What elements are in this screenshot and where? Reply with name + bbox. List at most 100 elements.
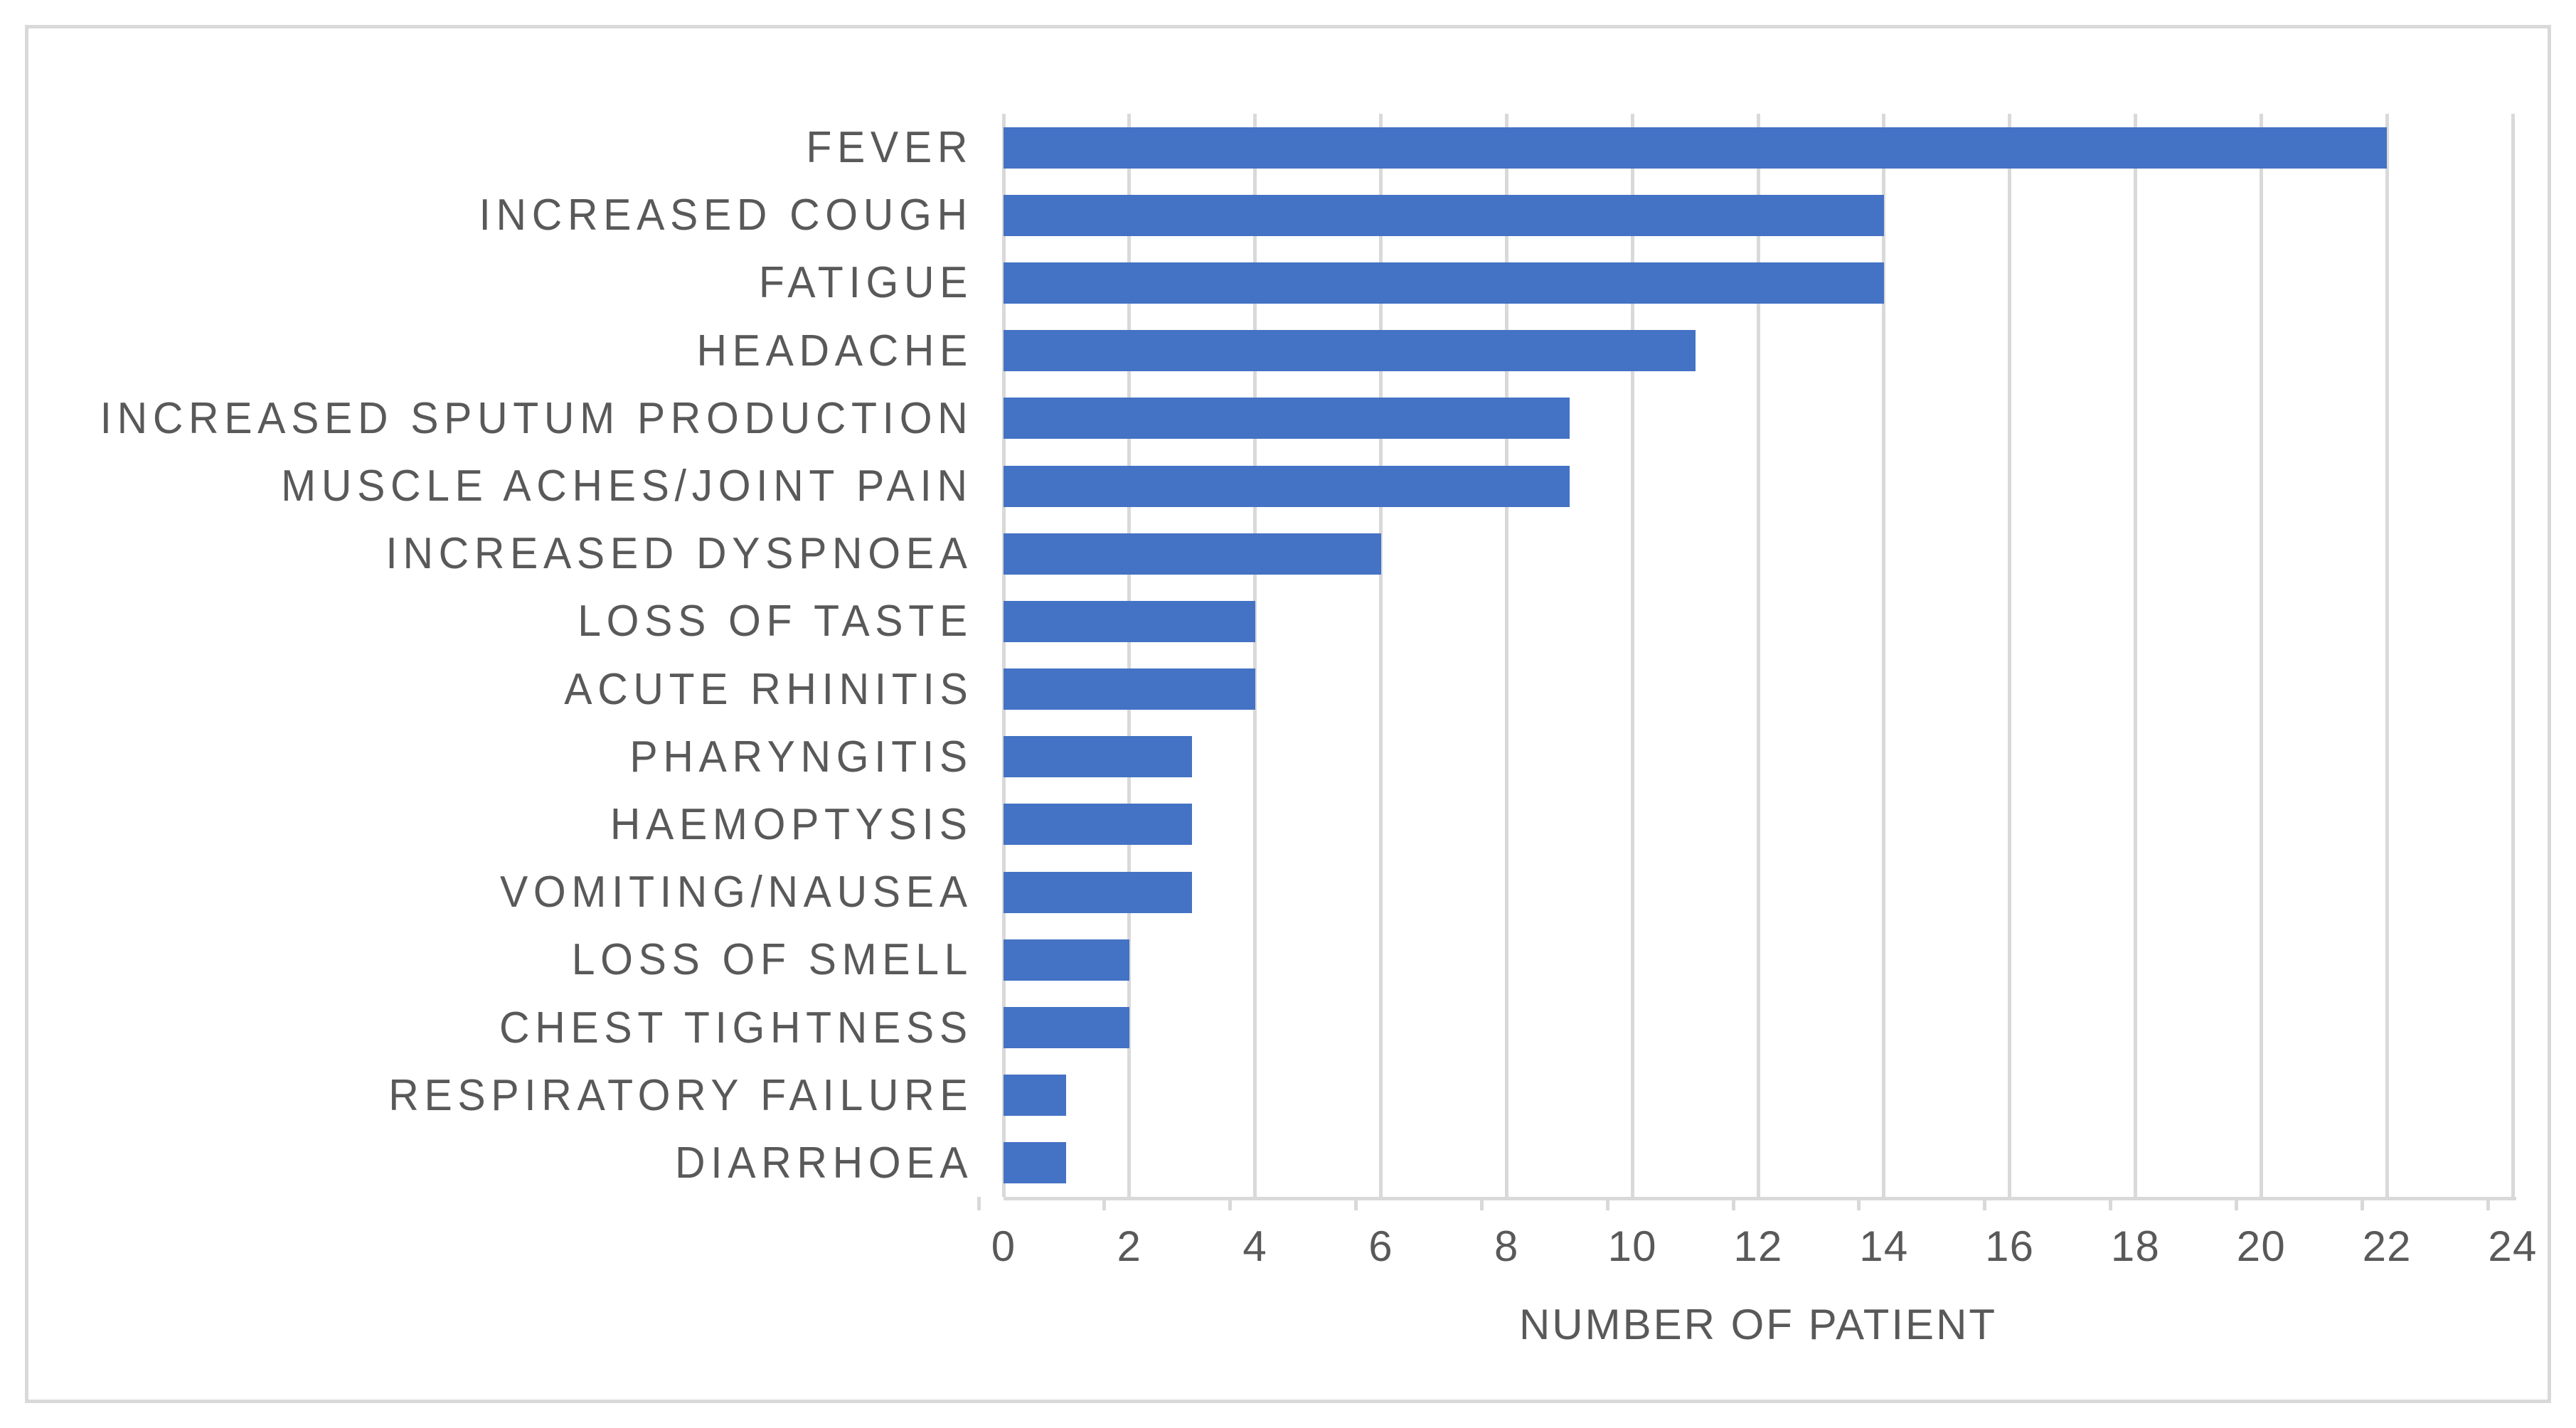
category-label: LOSS OF TASTE: [578, 597, 973, 646]
bar-respiratory-failure: [1004, 1075, 1067, 1117]
bar-row: [1004, 181, 2513, 249]
category-label: INCREASED DYSPNOEA: [385, 529, 973, 579]
bar-row: [1004, 656, 2513, 723]
bar-row: [1004, 1129, 2513, 1197]
tick-mark: [2486, 1197, 2490, 1210]
gridline: [2008, 114, 2012, 1197]
category-label-row: DIARRHOEA: [60, 1129, 973, 1197]
bar-row: [1004, 858, 2513, 926]
bar-headache: [1004, 330, 1696, 372]
category-label: VOMITING/NAUSEA: [500, 868, 973, 917]
bar-haemoptysis: [1004, 804, 1193, 846]
x-tick-label: 4: [1242, 1222, 1267, 1270]
tick-mark: [2234, 1197, 2238, 1210]
category-label-row: HAEMOPTYSIS: [60, 791, 973, 858]
gridline: [2385, 114, 2389, 1197]
category-label-row: RESPIRATORY FAILURE: [60, 1062, 973, 1129]
tick-mark: [976, 1197, 981, 1210]
x-tick-label: 22: [2362, 1222, 2412, 1270]
chart-frame: FEVER INCREASED COUGH FATIGUE HEADACHE INCRE…: [25, 25, 2551, 1403]
category-label: LOSS OF SMELL: [571, 935, 973, 985]
tick-mark: [1354, 1197, 1358, 1210]
category-label-row: INCREASED SPUTUM PRODUCTION: [60, 385, 973, 452]
bar-increased-cough: [1004, 194, 1884, 236]
category-label: RESPIRATORY FAILURE: [388, 1070, 973, 1120]
gridline: [2134, 114, 2137, 1197]
x-tick-label: 8: [1494, 1222, 1519, 1270]
x-axis-title: NUMBER OF PATIENT: [1518, 1301, 1998, 1348]
category-label-row: LOSS OF SMELL: [60, 926, 973, 993]
tick-mark: [1102, 1197, 1107, 1210]
gridline: [2259, 114, 2263, 1197]
bar-row: [1004, 385, 2513, 452]
category-label-row: CHEST TIGHTNESS: [60, 993, 973, 1061]
tick-mark: [2109, 1197, 2112, 1210]
x-tick-label: 6: [1368, 1222, 1393, 1270]
tick-mark: [1731, 1197, 1735, 1210]
x-tick-label: 2: [1117, 1222, 1142, 1270]
category-label: HAEMOPTYSIS: [610, 799, 973, 849]
category-label-row: FATIGUE: [60, 249, 973, 316]
bar-row: [1004, 452, 2513, 520]
tick-mark: [1605, 1197, 1609, 1210]
category-label: PHARYNGITIS: [629, 732, 973, 782]
bar-increased-sputum-production: [1004, 398, 1570, 439]
gridline: [1127, 114, 1132, 1197]
x-tick-label: 16: [1985, 1222, 2035, 1270]
bar-vomiting-nausea: [1004, 871, 1193, 913]
bar-increased-dyspnoea: [1004, 533, 1381, 575]
category-label-row: LOSS OF TASTE: [60, 587, 973, 655]
bar-acute-rhinitis: [1004, 668, 1255, 710]
bar-pharyngitis: [1004, 736, 1193, 778]
category-label: CHEST TIGHTNESS: [499, 1003, 973, 1053]
gridline: [1882, 114, 1886, 1197]
x-axis-line: [1004, 1197, 2516, 1200]
category-label-row: ACUTE RHINITIS: [60, 656, 973, 723]
plot-area: [1001, 114, 2515, 1197]
bar-row: [1004, 587, 2513, 655]
category-label: ACUTE RHINITIS: [563, 664, 973, 714]
bar-diarrhoea: [1004, 1142, 1067, 1184]
category-label-row: MUSCLE ACHES/JOINT PAIN: [60, 452, 973, 520]
category-label: DIARRHOEA: [674, 1138, 973, 1188]
category-label-row: PHARYNGITIS: [60, 723, 973, 791]
gridline: [1001, 114, 1006, 1197]
category-label: HEADACHE: [696, 326, 973, 375]
x-tick-label: 0: [991, 1222, 1016, 1270]
category-label-row: VOMITING/NAUSEA: [60, 858, 973, 926]
bar-muscle-aches-joint-pain: [1004, 465, 1570, 507]
x-tick-label: 20: [2236, 1222, 2286, 1270]
category-label-row: INCREASED DYSPNOEA: [60, 520, 973, 587]
x-tick-label: 10: [1607, 1222, 1657, 1270]
category-label: FEVER: [806, 123, 973, 173]
tick-mark: [1479, 1197, 1484, 1210]
bar-row: [1004, 723, 2513, 791]
bar-row: [1004, 249, 2513, 316]
category-label: INCREASED COUGH: [479, 191, 973, 240]
x-tick-label: 12: [1733, 1222, 1783, 1270]
tick-mark: [1983, 1197, 1987, 1210]
x-tick-label: 14: [1859, 1222, 1909, 1270]
bar-fatigue: [1004, 262, 1884, 304]
bar-fever: [1004, 127, 2388, 169]
category-label-row: INCREASED COUGH: [60, 181, 973, 249]
gridline: [2511, 114, 2515, 1197]
bar-row: [1004, 926, 2513, 993]
bar-row: [1004, 114, 2513, 181]
bar-row: [1004, 993, 2513, 1061]
tick-mark: [2360, 1197, 2364, 1210]
category-label: MUSCLE ACHES/JOINT PAIN: [281, 462, 973, 511]
gridline: [1756, 114, 1760, 1197]
gridline: [1504, 114, 1508, 1197]
tick-mark: [1857, 1197, 1861, 1210]
gridline: [1253, 114, 1257, 1197]
category-label: INCREASED SPUTUM PRODUCTION: [100, 393, 973, 443]
category-label-row: FEVER: [60, 114, 973, 181]
bar-row: [1004, 791, 2513, 858]
bar-loss-of-smell: [1004, 939, 1129, 981]
bar-loss-of-taste: [1004, 600, 1255, 642]
bar-row: [1004, 1062, 2513, 1129]
category-label-row: HEADACHE: [60, 317, 973, 385]
bar-row: [1004, 317, 2513, 385]
category-axis: FEVER INCREASED COUGH FATIGUE HEADACHE INCRE…: [60, 114, 973, 1197]
